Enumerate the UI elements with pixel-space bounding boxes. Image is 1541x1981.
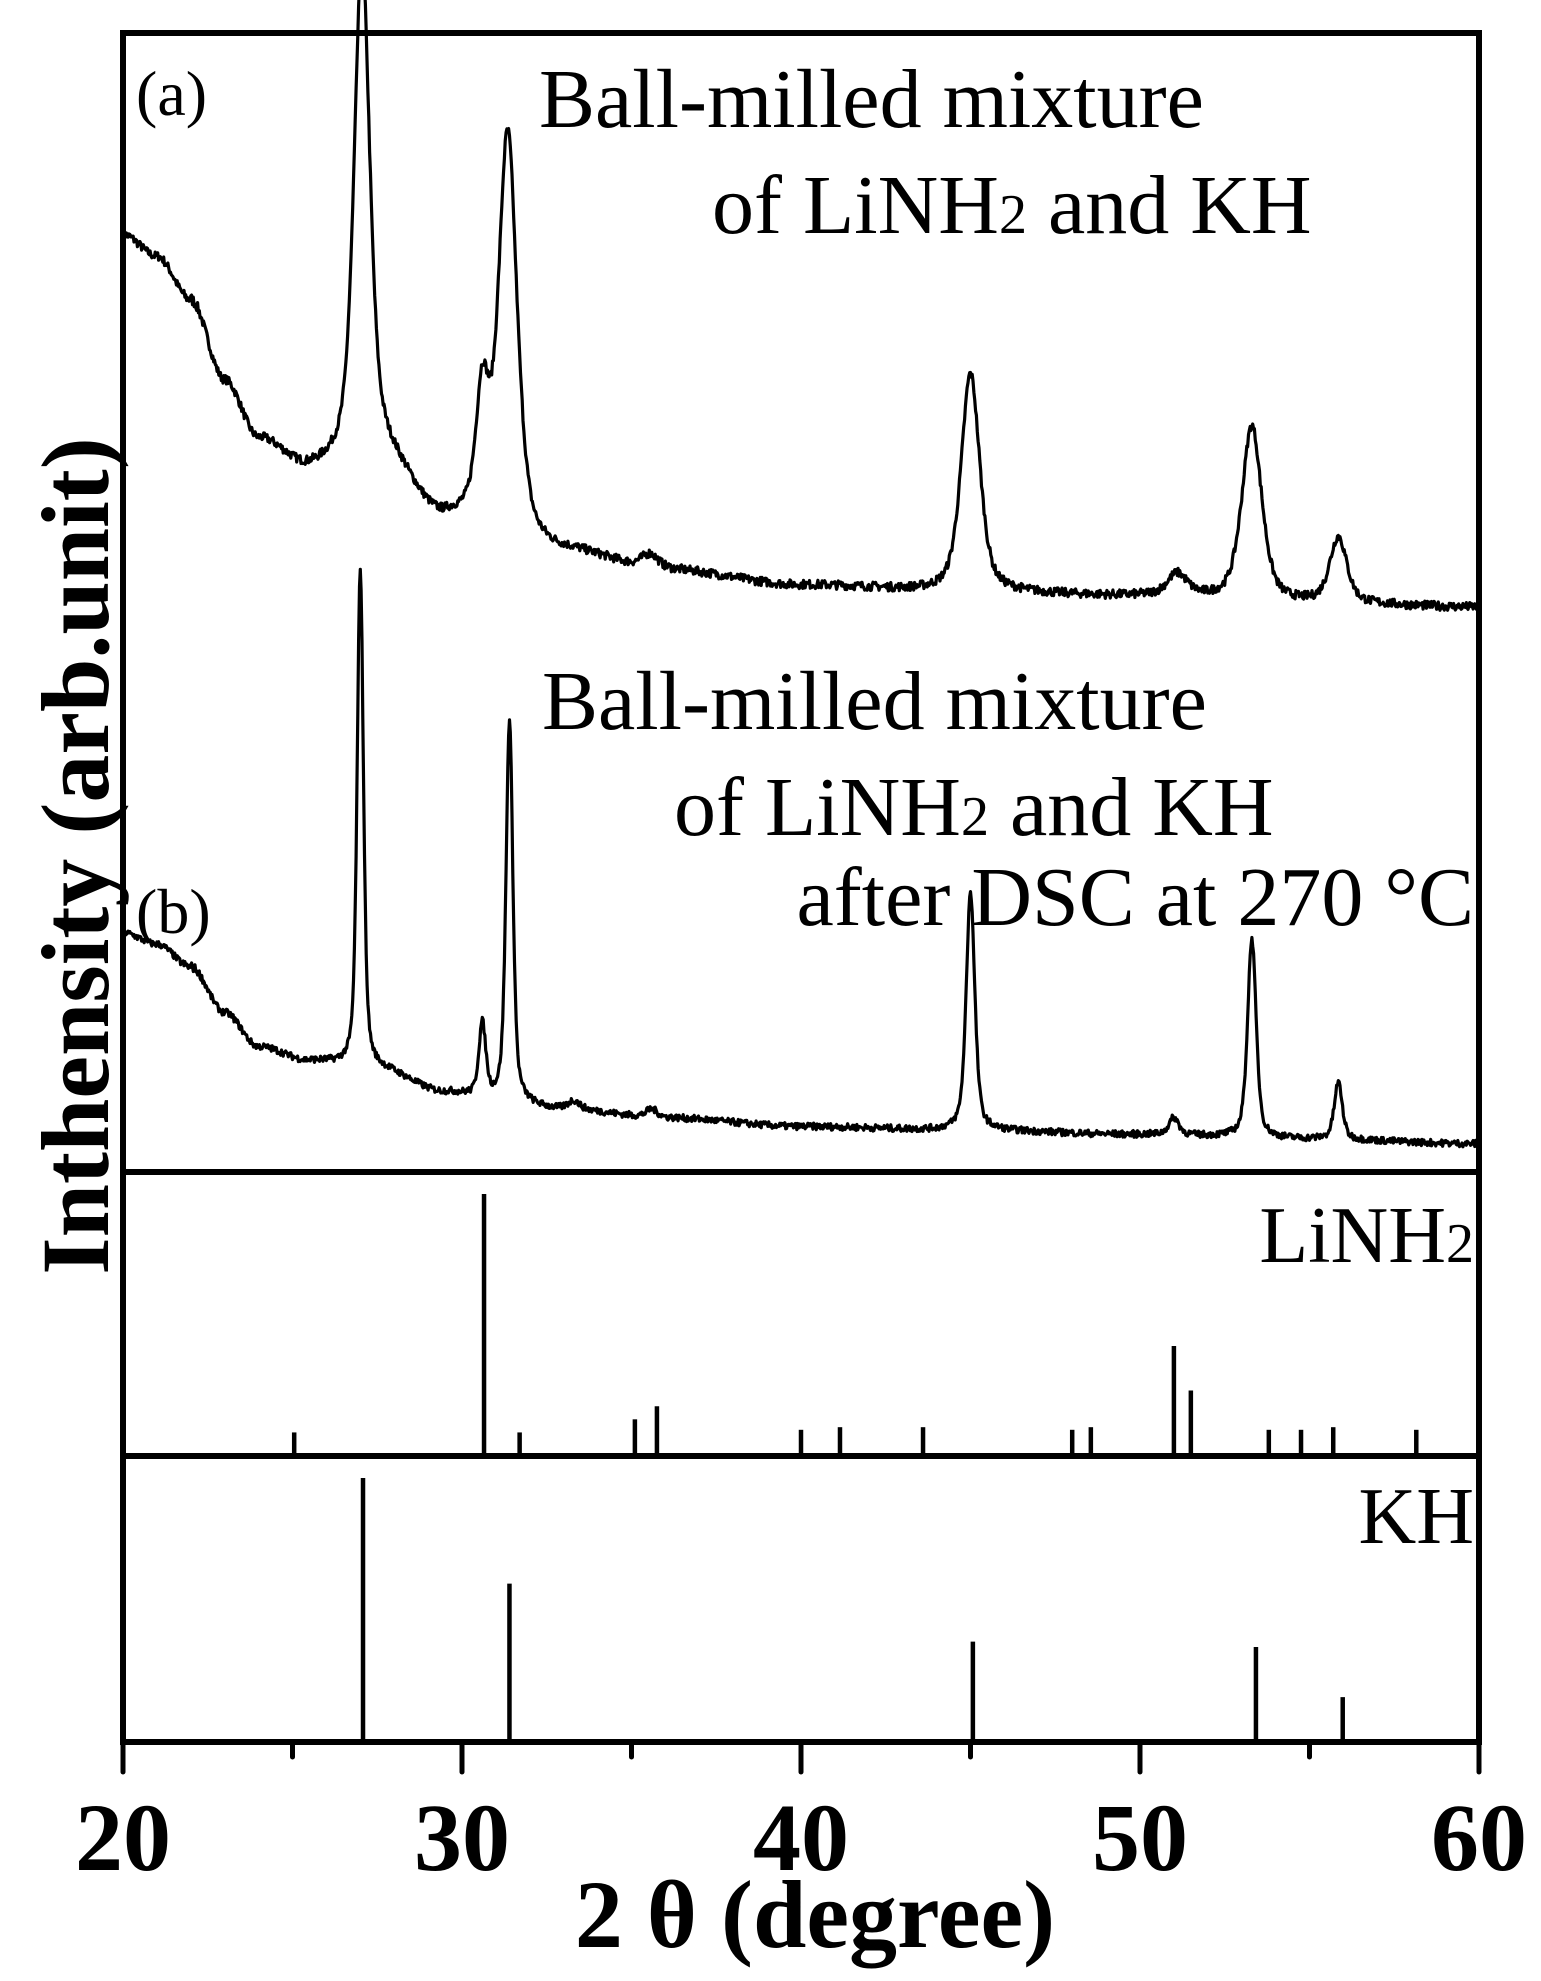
panel-b-title-line2: of LiNH2 and KH bbox=[674, 761, 1274, 854]
kh-reference-sticks bbox=[360, 1478, 1345, 1742]
x-tick-label: 20 bbox=[75, 1784, 171, 1891]
panel-b-title-line1: Ball-milled mixture bbox=[542, 655, 1207, 748]
panel-a-title-line2: of LiNH2 and KH bbox=[712, 159, 1312, 252]
linh2-reference-sticks bbox=[291, 1194, 1419, 1456]
linh2-reference-label: LiNH2 bbox=[1259, 1192, 1474, 1280]
x-tick-label: 50 bbox=[1092, 1784, 1188, 1891]
x-axis-title: 2 θ (degree) bbox=[575, 1861, 1055, 1968]
x-tick-label: 60 bbox=[1431, 1784, 1527, 1891]
x-axis-ticks: 20 30 40 50 60 bbox=[75, 1739, 1527, 1891]
x-tick-label: 30 bbox=[414, 1784, 510, 1891]
panel-a-title-line1: Ball-milled mixture bbox=[539, 53, 1204, 146]
panel-a-label: (a) bbox=[136, 58, 207, 129]
panel-b-label: (b) bbox=[136, 876, 211, 947]
kh-reference-label: KH bbox=[1358, 1473, 1474, 1561]
y-axis-title: Inthensity (arb.unit) bbox=[22, 437, 129, 1274]
panel-b-title-line3: after DSC at 270 °C bbox=[797, 851, 1475, 944]
xrd-trace-a bbox=[121, 0, 1481, 612]
xrd-trace-b bbox=[121, 567, 1481, 1149]
x-tick-label: 40 bbox=[753, 1784, 849, 1891]
plot-area-main bbox=[121, 0, 1481, 1149]
